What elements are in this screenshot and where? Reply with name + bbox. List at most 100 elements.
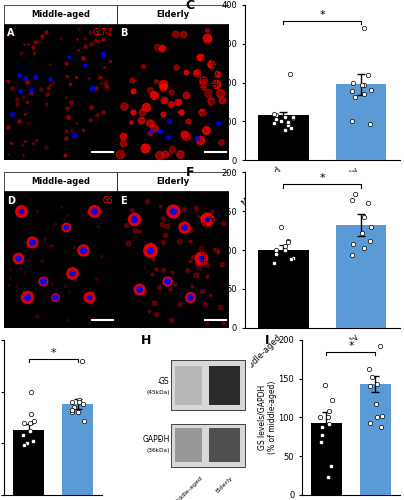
Point xyxy=(51,292,58,300)
Point xyxy=(78,356,85,364)
Point xyxy=(123,221,129,229)
Point xyxy=(160,238,166,246)
Point xyxy=(199,108,205,116)
Point xyxy=(30,138,36,146)
Point xyxy=(69,406,75,414)
Point xyxy=(21,110,28,118)
Point xyxy=(178,108,184,116)
Point xyxy=(368,373,375,381)
Y-axis label: GS intensity a.u.
(% of middle-aged): GS intensity a.u. (% of middle-aged) xyxy=(200,214,220,286)
Point xyxy=(107,56,113,64)
Point xyxy=(212,245,218,253)
Point xyxy=(348,87,355,95)
Point xyxy=(161,150,168,158)
Point xyxy=(14,96,20,104)
Point xyxy=(168,316,175,324)
Point xyxy=(80,400,86,408)
Point xyxy=(73,73,79,81)
Point xyxy=(21,418,27,426)
Point xyxy=(18,207,24,215)
Point xyxy=(180,30,187,38)
Point xyxy=(120,102,127,110)
Point xyxy=(68,270,75,278)
Point xyxy=(73,119,80,127)
Point xyxy=(69,126,76,134)
Point xyxy=(80,54,86,62)
Point xyxy=(193,204,199,212)
Text: Middle-aged: Middle-aged xyxy=(31,178,90,186)
Point xyxy=(151,299,157,307)
Point xyxy=(80,126,86,134)
Point xyxy=(24,98,30,106)
Text: Elderly: Elderly xyxy=(156,10,189,19)
Point xyxy=(284,238,291,246)
Point xyxy=(162,231,168,239)
Point xyxy=(27,427,33,435)
Point xyxy=(51,292,58,300)
Bar xyxy=(336,84,386,160)
Point xyxy=(8,110,15,118)
Point xyxy=(39,256,45,264)
Point xyxy=(36,38,42,46)
Point xyxy=(102,78,109,86)
Text: C: C xyxy=(185,0,195,12)
Point xyxy=(374,380,380,388)
Point xyxy=(61,215,67,223)
Point xyxy=(361,24,367,32)
Point xyxy=(23,292,30,300)
Point xyxy=(150,254,157,262)
Point xyxy=(82,42,88,50)
Point xyxy=(282,246,289,254)
Point xyxy=(193,271,199,279)
Text: *: * xyxy=(348,341,354,351)
Point xyxy=(204,320,211,328)
Point xyxy=(130,215,137,223)
Point xyxy=(349,118,356,126)
Point xyxy=(147,246,154,254)
Point xyxy=(89,84,96,92)
Point xyxy=(20,93,26,101)
Point xyxy=(5,150,12,158)
Point xyxy=(206,220,213,228)
Point xyxy=(181,222,187,230)
Point xyxy=(204,215,210,223)
Point xyxy=(64,104,70,112)
Point xyxy=(87,28,93,36)
Point xyxy=(98,79,104,87)
Point xyxy=(24,440,30,448)
Point xyxy=(187,292,193,300)
Point xyxy=(288,256,294,264)
Point xyxy=(117,150,123,158)
Point xyxy=(96,72,102,80)
Text: H: H xyxy=(141,334,152,346)
Point xyxy=(23,78,30,86)
Point xyxy=(8,84,15,92)
Point xyxy=(88,40,95,48)
Point xyxy=(92,36,98,44)
Point xyxy=(360,90,367,98)
Text: E: E xyxy=(120,196,127,205)
Point xyxy=(289,254,296,262)
Point xyxy=(288,124,294,132)
Bar xyxy=(258,250,309,328)
Text: -: - xyxy=(158,434,162,444)
Point xyxy=(197,53,204,61)
Point xyxy=(63,72,70,80)
Point xyxy=(48,241,55,249)
Point xyxy=(364,200,371,207)
Point xyxy=(215,248,222,256)
Point xyxy=(43,142,49,150)
Point xyxy=(42,234,48,241)
Point xyxy=(156,283,162,291)
Point xyxy=(47,74,54,82)
Point xyxy=(86,74,92,82)
Point xyxy=(71,243,78,251)
Point xyxy=(177,150,183,158)
Point xyxy=(195,212,201,220)
Point xyxy=(95,36,102,44)
Point xyxy=(80,246,86,254)
Point xyxy=(70,276,76,284)
Point xyxy=(130,87,136,95)
Point xyxy=(183,266,190,274)
Point xyxy=(196,264,203,272)
